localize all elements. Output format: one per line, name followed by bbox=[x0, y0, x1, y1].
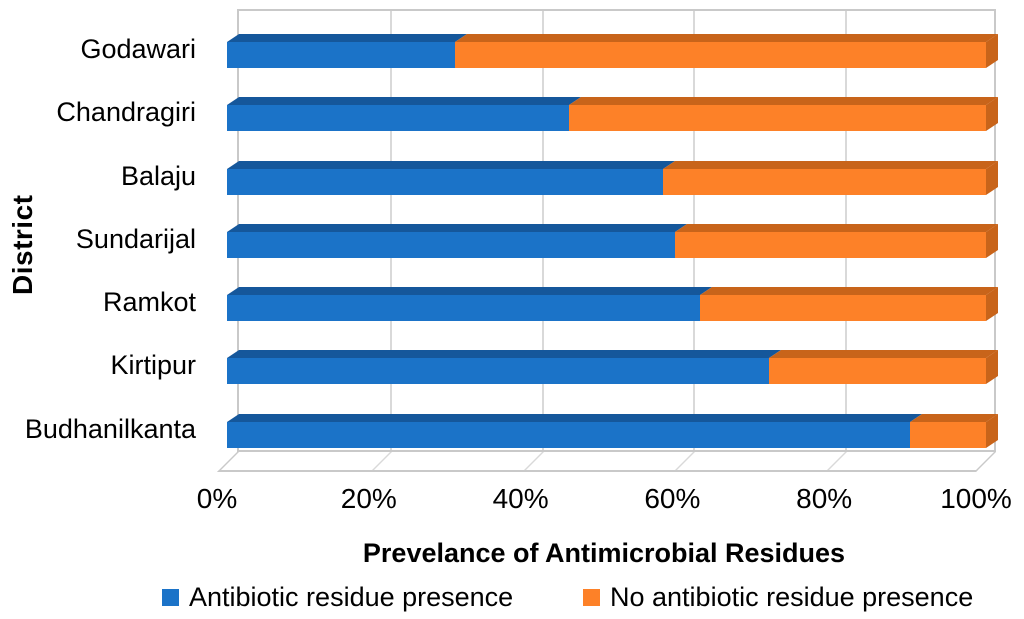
x-tick-40%: 40% bbox=[492, 483, 549, 514]
bar-top-segment-antibiotic bbox=[227, 34, 467, 42]
bar-front-face bbox=[227, 421, 986, 448]
bar-segment-antibiotic-presence bbox=[227, 421, 911, 448]
bar-segment-antibiotic-presence bbox=[227, 42, 455, 68]
y-axis-label-balaju: Balaju bbox=[120, 160, 196, 191]
bar-top-face bbox=[227, 413, 999, 422]
bar-segment-no-antibiotic-presence bbox=[768, 358, 986, 385]
bar-top-face bbox=[227, 287, 999, 296]
y-axis-label-chandragiri: Chandragiri bbox=[56, 97, 196, 128]
bar-top-segment-no-antibiotic bbox=[768, 350, 999, 359]
y-axis-label-ramkot: Ramkot bbox=[102, 287, 196, 318]
bar-segment-antibiotic-presence bbox=[227, 105, 569, 132]
floor-gridline bbox=[371, 452, 392, 470]
bar-top-segment-no-antibiotic bbox=[910, 413, 999, 422]
bar-top-segment-antibiotic bbox=[227, 223, 687, 232]
bar-front-face bbox=[227, 358, 986, 385]
bar-segment-no-antibiotic-presence bbox=[454, 42, 986, 68]
legend-item-antibiotic-presence: Antibiotic residue presence bbox=[162, 581, 513, 614]
bar-godawari bbox=[227, 34, 999, 68]
bar-segment-no-antibiotic-presence bbox=[674, 231, 986, 258]
legend-swatch-icon bbox=[162, 589, 179, 606]
floor-gridline bbox=[827, 452, 848, 470]
bar-segment-no-antibiotic-presence bbox=[699, 295, 986, 322]
x-tick-100%: 100% bbox=[940, 483, 1012, 514]
bar-side-face bbox=[986, 287, 998, 322]
bar-kirtipur bbox=[227, 350, 999, 385]
bar-top-face bbox=[227, 34, 999, 42]
y-axis-label-kirtipur: Kirtipur bbox=[110, 350, 196, 381]
plot-3d-floor bbox=[217, 452, 996, 472]
bar-top-face bbox=[227, 97, 999, 106]
bar-front-face bbox=[227, 105, 986, 132]
bar-top-segment-no-antibiotic bbox=[699, 287, 999, 296]
bar-top-segment-antibiotic bbox=[227, 287, 712, 296]
x-tick-80%: 80% bbox=[796, 483, 853, 514]
y-axis-label-sundarijal: Sundarijal bbox=[75, 223, 196, 254]
bar-front-face bbox=[227, 295, 986, 322]
legend-item-no-antibiotic-presence: No antibiotic residue presence bbox=[583, 581, 973, 614]
bar-budhanilkanta bbox=[227, 413, 999, 448]
bar-top-segment-no-antibiotic bbox=[454, 34, 999, 42]
bar-top-segment-antibiotic bbox=[227, 97, 581, 106]
bar-top-segment-no-antibiotic bbox=[663, 160, 999, 169]
x-tick-60%: 60% bbox=[644, 483, 701, 514]
bar-top-face bbox=[227, 160, 999, 169]
bar-top-face bbox=[227, 350, 999, 359]
bar-segment-antibiotic-presence bbox=[227, 358, 769, 385]
bar-top-segment-antibiotic bbox=[227, 160, 676, 169]
plot-area bbox=[227, 9, 999, 452]
bar-front-face bbox=[227, 42, 986, 68]
bar-side-face bbox=[986, 350, 998, 385]
x-tick-0%: 0% bbox=[196, 483, 238, 514]
legend-label: No antibiotic residue presence bbox=[610, 582, 974, 612]
bar-top-segment-antibiotic bbox=[227, 413, 923, 422]
bar-top-segment-no-antibiotic bbox=[674, 223, 999, 232]
bar-front-face bbox=[227, 231, 986, 258]
bar-segment-no-antibiotic-presence bbox=[663, 168, 986, 195]
bar-segment-antibiotic-presence bbox=[227, 295, 700, 322]
bar-segment-antibiotic-presence bbox=[227, 231, 675, 258]
bar-top-segment-antibiotic bbox=[227, 350, 781, 359]
bar-segment-no-antibiotic-presence bbox=[568, 105, 986, 132]
floor-gridline bbox=[675, 452, 696, 470]
bar-chandragiri bbox=[227, 97, 999, 132]
bar-segment-antibiotic-presence bbox=[227, 168, 664, 195]
y-axis-label-budhanilkanta: Budhanilkanta bbox=[24, 413, 196, 444]
legend-swatch-icon bbox=[583, 589, 600, 606]
bar-top-face bbox=[227, 223, 999, 232]
bar-ramkot bbox=[227, 287, 999, 322]
x-axis-title: Prevelance of Antimicrobial Residues bbox=[362, 538, 846, 568]
bar-top-segment-no-antibiotic bbox=[568, 97, 999, 106]
x-tick-20%: 20% bbox=[340, 483, 397, 514]
y-axis-label-godawari: Godawari bbox=[80, 34, 196, 64]
legend-label: Antibiotic residue presence bbox=[189, 582, 514, 612]
floor-gridline bbox=[523, 452, 544, 470]
bar-segment-no-antibiotic-presence bbox=[910, 421, 986, 448]
bar-front-face bbox=[227, 168, 986, 195]
bar-balaju bbox=[227, 160, 999, 195]
bar-side-face bbox=[986, 97, 998, 132]
bar-sundarijal bbox=[227, 223, 999, 258]
